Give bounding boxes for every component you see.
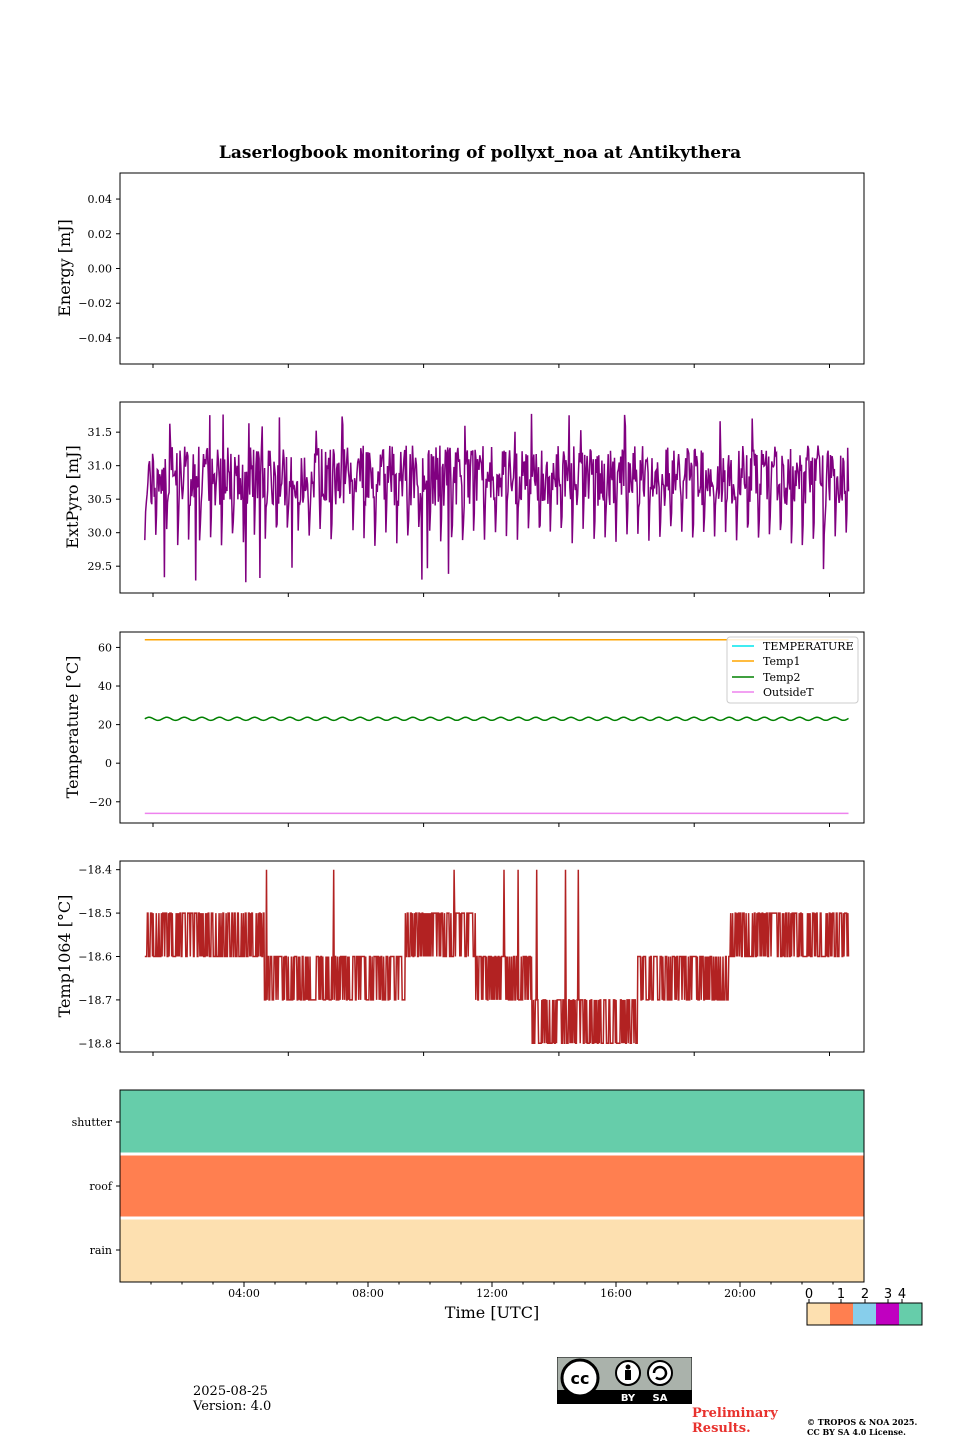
y-tick-label-temp1064: −18.5	[78, 907, 112, 920]
legend-label-temp2: Temp2	[763, 671, 800, 684]
extpyro-axes	[119, 401, 865, 594]
temp1064-line	[144, 869, 850, 1045]
y-tick-label-extpyro: 30.0	[88, 527, 113, 540]
y-tick-label-extpyro: 30.5	[88, 493, 113, 506]
extpyro-ylabel: ExtPyro [mJ]	[63, 445, 82, 548]
y-tick-label-temperature: −20	[89, 796, 112, 809]
figure: Laserlogbook monitoring of pollyxt_noa a…	[55, 143, 923, 1326]
temperature-ylabel: Temperature [°C]	[63, 656, 82, 799]
by-label: BY	[621, 1393, 636, 1404]
preliminary-line2: Results.	[692, 1421, 751, 1436]
energy-ylabel: Energy [mJ]	[55, 219, 74, 317]
legend-label-temperature: TEMPERATURE	[763, 640, 854, 653]
y-tick-label-temp1064: −18.4	[78, 864, 112, 877]
y-tick-label-extpyro: 31.0	[88, 460, 113, 473]
copyright: © TROPOS & NOA 2025. CC BY SA 4.0 Licens…	[807, 1417, 917, 1437]
sa-icon	[647, 1360, 673, 1386]
x-tick-label: 16:00	[600, 1287, 632, 1300]
colorbar-swatch-4	[899, 1303, 922, 1325]
extpyro-line	[144, 413, 850, 583]
colorbar-label-2: 2	[861, 1287, 869, 1302]
copyright-line1: © TROPOS & NOA 2025.	[807, 1417, 918, 1427]
colorbar-label-0: 0	[805, 1287, 813, 1302]
footer-version: Version: 4.0	[193, 1399, 272, 1414]
energy-axes	[119, 172, 865, 365]
status-row-rain	[120, 1218, 864, 1282]
temp1064-panel: Temp1064 [°C] −18.4 −18.5 −18.6 −18.7 −18.8	[55, 860, 865, 1056]
extpyro-panel: ExtPyro [mJ] 31.5 31.0 30.5 30.0 29.5	[63, 401, 865, 597]
by-icon-head	[625, 1364, 631, 1370]
colorbar-label-4: 4	[898, 1287, 906, 1302]
y-tick-label-temperature: 20	[98, 719, 112, 732]
y-tick-label-energy: −0.02	[78, 297, 112, 310]
y-tick-label-temp1064: −18.8	[78, 1037, 112, 1050]
by-icon-body	[625, 1370, 631, 1380]
sa-icon-arrow	[652, 1365, 668, 1381]
x-tick-label: 20:00	[724, 1287, 756, 1300]
colorbar-swatch-0	[807, 1303, 830, 1325]
colorbar-swatch-1	[830, 1303, 853, 1325]
cc-icon	[560, 1358, 600, 1398]
status-panel: Time [UTC] shutter roof rain 04:00 08:00 12:0…	[72, 1089, 865, 1322]
legend-label-temp1: Temp1	[763, 655, 800, 668]
temperature-panel: Temperature [°C] 60 40 20 0 −20 TEMPERATURE …	[63, 631, 865, 827]
status-row-roof	[120, 1154, 864, 1218]
y-tick-label-energy: 0.02	[88, 228, 113, 241]
x-tick-label: 08:00	[352, 1287, 384, 1300]
x-tick-label: 12:00	[476, 1287, 508, 1300]
colorbar-label-3: 3	[884, 1287, 892, 1302]
y-tick-label-temperature: 40	[98, 680, 112, 693]
y-tick-label-temperature: 0	[105, 757, 112, 770]
temperature-axes	[119, 631, 865, 824]
y-tick-label-temperature: 60	[98, 641, 112, 654]
x-tick-label: 04:00	[228, 1287, 260, 1300]
colorbar-swatch-3	[876, 1303, 899, 1325]
legend-box	[726, 636, 859, 704]
temperature-legend: TEMPERATURE Temp1 Temp2 OutsideT	[726, 636, 859, 704]
energy-panel: Energy [mJ] 0.04 0.02 0.00 −0.02 −0.04	[55, 172, 865, 368]
status-row-shutter	[120, 1090, 864, 1154]
cc-icon-text: cc	[571, 1369, 590, 1388]
sa-label: SA	[653, 1393, 668, 1404]
preliminary-results: Preliminary Results.	[692, 1406, 778, 1436]
copyright-line2: CC BY SA 4.0 License.	[807, 1427, 906, 1437]
y-tick-label-energy: 0.04	[88, 193, 113, 206]
cc-license-badge[interactable]: cc BY SA	[557, 1357, 692, 1404]
y-tick-label-extpyro: 31.5	[88, 426, 113, 439]
y-tick-label-extpyro: 29.5	[88, 560, 113, 573]
y-tick-label-energy: 0.00	[88, 263, 113, 276]
temp2-line	[144, 716, 849, 722]
status-row-label-shutter: shutter	[72, 1116, 113, 1129]
y-tick-label-temp1064: −18.6	[78, 951, 112, 964]
status-row-label-rain: rain	[90, 1244, 112, 1257]
colorbar-label-1: 1	[837, 1287, 845, 1302]
colorbar-swatch-2	[853, 1303, 876, 1325]
footer-date: 2025-08-25	[193, 1384, 268, 1399]
x-axis-label: Time [UTC]	[445, 1303, 539, 1322]
legend-label-outsidet: OutsideT	[763, 686, 814, 699]
status-row-label-roof: roof	[89, 1180, 113, 1193]
temp1064-ylabel: Temp1064 [°C]	[55, 895, 74, 1018]
preliminary-line1: Preliminary	[692, 1406, 778, 1421]
y-tick-label-temp1064: −18.7	[78, 994, 112, 1007]
y-tick-label-energy: −0.04	[78, 332, 112, 345]
chart-title: Laserlogbook monitoring of pollyxt_noa a…	[219, 143, 741, 163]
